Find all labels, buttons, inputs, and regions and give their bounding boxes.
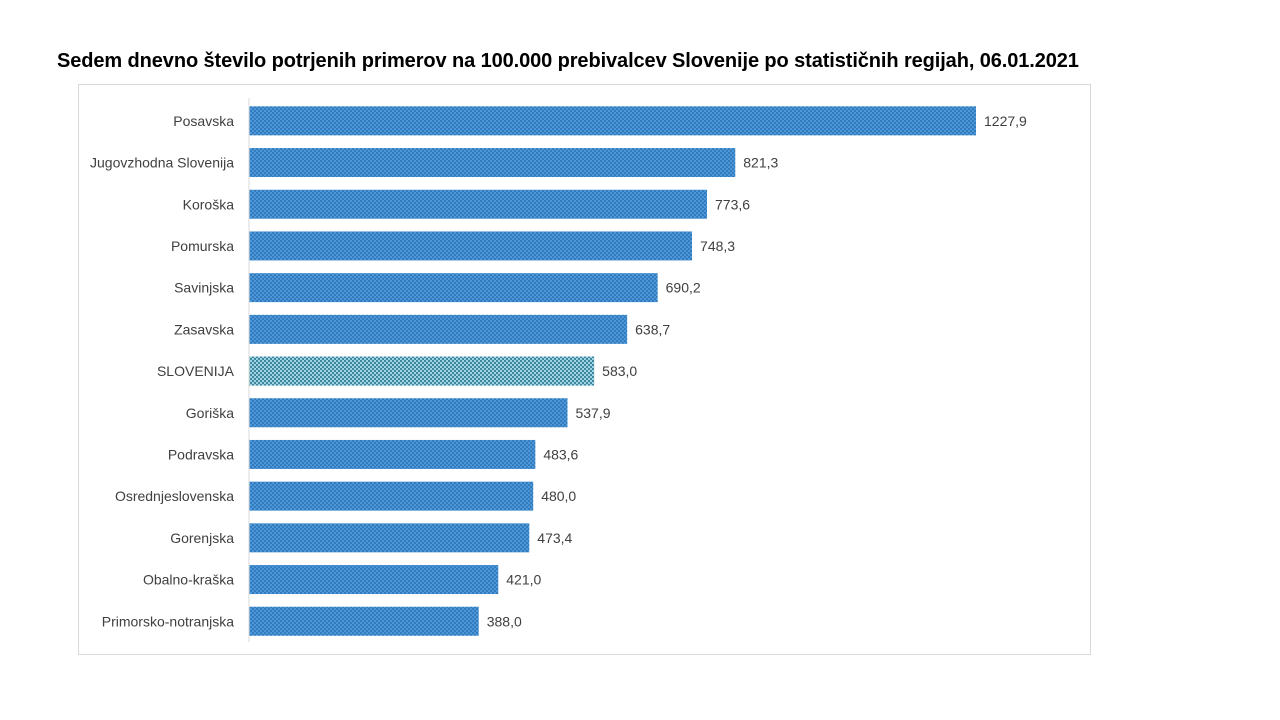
chart-title: Sedem dnevno število potrjenih primerov … — [57, 50, 1079, 72]
data-label: 773,6 — [715, 196, 750, 212]
bar-obalno-kraška — [249, 565, 499, 595]
bar-zasavska — [249, 314, 628, 344]
bar-pomurska — [249, 231, 693, 261]
category-label: Obalno-kraška — [143, 572, 234, 588]
chart-area — [78, 84, 1091, 655]
data-label: 483,6 — [543, 446, 578, 462]
bar-goriška — [249, 398, 568, 428]
category-label: SLOVENIJA — [157, 363, 235, 379]
category-label: Osrednjeslovenska — [115, 488, 234, 504]
bar-primorsko-notranjska — [249, 606, 479, 636]
data-label: 821,3 — [743, 155, 778, 171]
bar-koroška — [249, 189, 708, 219]
category-label: Savinjska — [174, 280, 234, 296]
data-label: 480,0 — [541, 488, 576, 504]
bar-slovenija — [249, 356, 595, 386]
bar-jugovzhodna-slovenija — [249, 148, 736, 178]
category-label: Jugovzhodna Slovenija — [90, 155, 234, 171]
category-label: Pomurska — [171, 238, 234, 254]
category-label: Zasavska — [174, 321, 234, 337]
category-label: Koroška — [183, 196, 235, 212]
bar-osrednjeslovenska — [249, 481, 534, 511]
category-label: Primorsko-notranjska — [102, 613, 234, 629]
data-label: 748,3 — [700, 238, 735, 254]
bar-podravska — [249, 439, 536, 469]
category-label: Gorenjska — [170, 530, 234, 546]
data-label: 473,4 — [537, 530, 572, 546]
data-label: 1227,9 — [984, 113, 1027, 129]
category-label: Posavska — [173, 113, 234, 129]
data-label: 583,0 — [602, 363, 637, 379]
category-label: Goriška — [186, 405, 234, 421]
data-label: 638,7 — [635, 321, 670, 337]
category-label: Podravska — [168, 446, 234, 462]
bar-savinjska — [249, 273, 658, 303]
data-label: 537,9 — [575, 405, 610, 421]
bar-posavska — [249, 106, 976, 136]
data-label: 690,2 — [666, 280, 701, 296]
data-label: 388,0 — [487, 613, 522, 629]
data-label: 421,0 — [506, 572, 541, 588]
bar-gorenjska — [249, 523, 530, 553]
